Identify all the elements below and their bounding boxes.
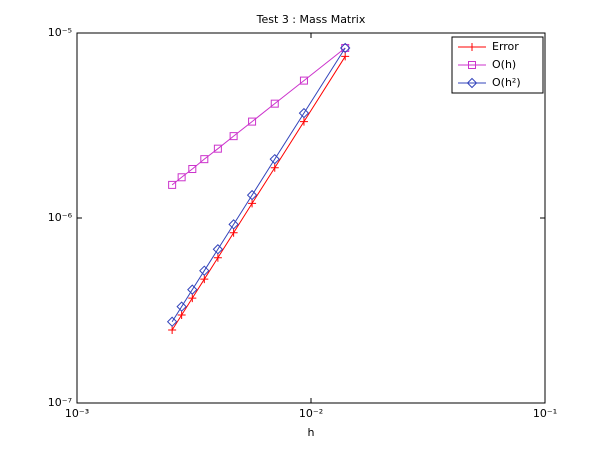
marker — [177, 173, 186, 182]
marker — [188, 294, 197, 303]
marker — [270, 99, 279, 108]
marker — [248, 117, 257, 126]
x-axis-label: h — [308, 426, 315, 439]
marker — [187, 284, 198, 295]
legend-label: O(h²) — [492, 76, 521, 89]
marker — [228, 219, 239, 230]
marker — [200, 275, 209, 284]
legend-label: O(h) — [492, 58, 516, 71]
marker — [246, 189, 258, 201]
marker — [212, 244, 224, 255]
y-tick-label: 10⁻⁶ — [48, 211, 73, 224]
legend-marker — [468, 43, 476, 51]
marker — [166, 316, 178, 327]
marker — [248, 199, 257, 208]
legend-marker — [468, 61, 476, 69]
marker — [229, 228, 238, 237]
marker — [299, 117, 308, 126]
marker — [341, 52, 350, 61]
y-tick-label: 10⁻⁷ — [48, 396, 72, 409]
marker — [341, 43, 350, 52]
series-line — [171, 47, 346, 186]
y-tick-label: 10⁻⁵ — [48, 26, 72, 39]
marker — [269, 153, 280, 165]
marker — [177, 311, 186, 320]
marker — [200, 155, 209, 164]
marker — [298, 107, 310, 119]
marker — [168, 326, 177, 335]
chart-title: Test 3 : Mass Matrix — [256, 13, 366, 26]
series-line — [171, 47, 346, 322]
marker — [339, 42, 351, 54]
marker — [188, 165, 197, 174]
x-tick-label: 10⁻¹ — [533, 407, 557, 420]
x-tick-label: 10⁻² — [299, 407, 323, 420]
series-line — [171, 56, 346, 331]
marker — [176, 301, 187, 312]
marker — [229, 132, 238, 141]
legend-label: Error — [492, 40, 519, 53]
legend-marker — [466, 77, 478, 89]
marker — [168, 180, 177, 189]
marker — [199, 265, 210, 276]
marker — [299, 76, 308, 85]
marker — [270, 163, 279, 172]
x-tick-label: 10⁻³ — [65, 407, 89, 420]
marker — [213, 253, 222, 262]
marker — [213, 144, 222, 153]
